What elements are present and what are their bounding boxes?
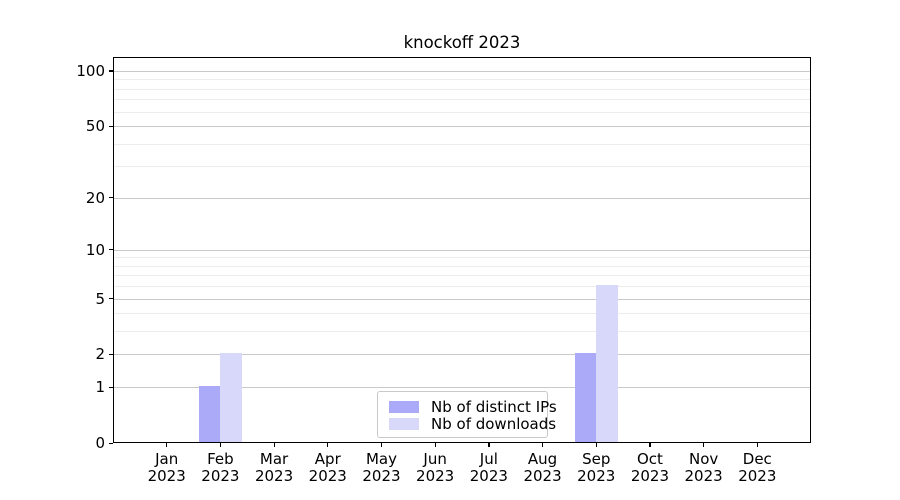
x-tick-mark bbox=[166, 443, 168, 447]
x-tick-mark bbox=[327, 443, 329, 447]
gridline-major bbox=[114, 387, 810, 389]
x-tick-month: Feb bbox=[207, 450, 234, 468]
x-tick-mark bbox=[542, 443, 544, 447]
x-tick-year: 2023 bbox=[416, 467, 455, 485]
x-tick-label-sep: Sep 2023 bbox=[564, 451, 628, 485]
x-tick-label-aug: Aug 2023 bbox=[511, 451, 575, 485]
legend-swatch-distinct-ips bbox=[389, 400, 419, 413]
gridline-major bbox=[114, 197, 810, 199]
y-tick-label: 50 bbox=[85, 117, 105, 136]
x-tick-year: 2023 bbox=[684, 467, 723, 485]
x-tick-label-nov: Nov 2023 bbox=[672, 451, 736, 485]
gridline-minor bbox=[114, 286, 810, 288]
gridline-minor bbox=[114, 99, 810, 101]
x-tick-label-feb: Feb 2023 bbox=[188, 451, 252, 485]
bar-distinct-ips-feb bbox=[198, 386, 221, 442]
gridline-minor bbox=[114, 79, 810, 81]
gridline-major bbox=[114, 249, 810, 251]
x-tick-year: 2023 bbox=[630, 467, 670, 485]
x-tick-mark bbox=[434, 443, 436, 447]
x-tick-year: 2023 bbox=[738, 467, 777, 485]
gridline-minor bbox=[114, 257, 810, 259]
x-tick-month: Jul bbox=[479, 450, 498, 468]
x-tick-year: 2023 bbox=[147, 467, 186, 485]
y-tick-mark bbox=[109, 249, 113, 251]
x-tick-month: Oct bbox=[636, 450, 663, 468]
gridline-minor bbox=[114, 265, 810, 267]
y-tick-mark bbox=[109, 353, 113, 356]
x-tick-mark bbox=[273, 443, 275, 447]
x-tick-month: Mar bbox=[259, 450, 289, 468]
y-tick-mark bbox=[109, 70, 113, 72]
gridline-minor bbox=[114, 166, 810, 168]
gridline-minor bbox=[114, 275, 810, 277]
x-tick-mark bbox=[703, 443, 705, 447]
gridline-minor bbox=[114, 313, 810, 315]
x-tick-mark bbox=[649, 443, 651, 447]
y-tick-mark bbox=[109, 442, 113, 444]
x-tick-label-apr: Apr 2023 bbox=[296, 451, 360, 485]
gridline-major bbox=[114, 298, 810, 300]
x-tick-label-oct: Oct 2023 bbox=[618, 451, 682, 485]
x-tick-month: Nov bbox=[688, 450, 719, 468]
bar-downloads-sep bbox=[596, 285, 618, 442]
x-tick-month: May bbox=[365, 450, 397, 468]
plot-area bbox=[113, 57, 811, 443]
x-tick-year: 2023 bbox=[201, 467, 240, 485]
x-tick-mark bbox=[595, 443, 597, 447]
y-tick-label: 100 bbox=[76, 61, 105, 80]
y-tick-mark bbox=[109, 125, 113, 127]
x-tick-label-jan: Jan 2023 bbox=[135, 451, 199, 485]
gridline-major bbox=[114, 354, 810, 356]
x-tick-mark bbox=[756, 443, 758, 447]
legend-label-downloads: Nb of downloads bbox=[431, 414, 557, 433]
y-tick-label: 0 bbox=[95, 434, 105, 452]
gridline-minor bbox=[114, 111, 810, 113]
x-tick-mark bbox=[219, 443, 222, 447]
x-tick-year: 2023 bbox=[577, 467, 616, 485]
x-tick-label-mar: Mar 2023 bbox=[242, 451, 306, 485]
y-tick-mark bbox=[109, 298, 113, 300]
y-tick-mark bbox=[109, 197, 113, 199]
x-tick-month: Jun bbox=[423, 450, 447, 468]
x-tick-label-jul: Jul 2023 bbox=[457, 451, 521, 485]
legend-entry-distinct-ips: Nb of distinct IPs bbox=[389, 398, 557, 415]
legend-entry-downloads: Nb of downloads bbox=[389, 415, 556, 432]
y-tick-label: 10 bbox=[85, 240, 105, 259]
x-tick-label-may: May 2023 bbox=[349, 451, 413, 485]
bar-distinct-ips-sep bbox=[574, 353, 597, 442]
x-tick-label-dec: Dec 2023 bbox=[725, 451, 789, 485]
x-tick-month: Apr bbox=[314, 450, 341, 468]
gridline-major bbox=[114, 126, 810, 128]
x-tick-month: Aug bbox=[527, 450, 558, 468]
y-tick-label: 5 bbox=[95, 289, 105, 308]
x-tick-mark bbox=[488, 443, 490, 447]
y-tick-label: 1 bbox=[95, 378, 105, 397]
x-tick-month: Sep bbox=[582, 450, 611, 468]
y-tick-mark bbox=[109, 386, 113, 388]
x-tick-year: 2023 bbox=[254, 467, 294, 485]
gridline-minor bbox=[114, 143, 810, 145]
x-tick-label-jun: Jun 2023 bbox=[403, 451, 467, 485]
x-tick-year: 2023 bbox=[308, 467, 347, 485]
bar-downloads-feb bbox=[220, 353, 242, 442]
legend: Nb of distinct IPs Nb of downloads bbox=[377, 391, 557, 438]
x-tick-month: Dec bbox=[742, 450, 772, 468]
x-tick-year: 2023 bbox=[523, 467, 562, 485]
x-tick-year: 2023 bbox=[469, 467, 508, 485]
y-tick-label: 20 bbox=[85, 188, 105, 207]
gridline-major bbox=[114, 70, 810, 72]
chart-title: knockoff 2023 bbox=[403, 33, 521, 52]
x-tick-year: 2023 bbox=[362, 467, 401, 485]
legend-label-distinct-ips: Nb of distinct IPs bbox=[431, 397, 557, 416]
legend-swatch-downloads bbox=[389, 417, 419, 430]
x-tick-mark bbox=[380, 443, 383, 447]
y-tick-label: 2 bbox=[95, 345, 105, 364]
x-tick-month: Jan bbox=[155, 450, 179, 468]
gridline-minor bbox=[114, 88, 810, 90]
gridline-minor bbox=[114, 331, 810, 333]
